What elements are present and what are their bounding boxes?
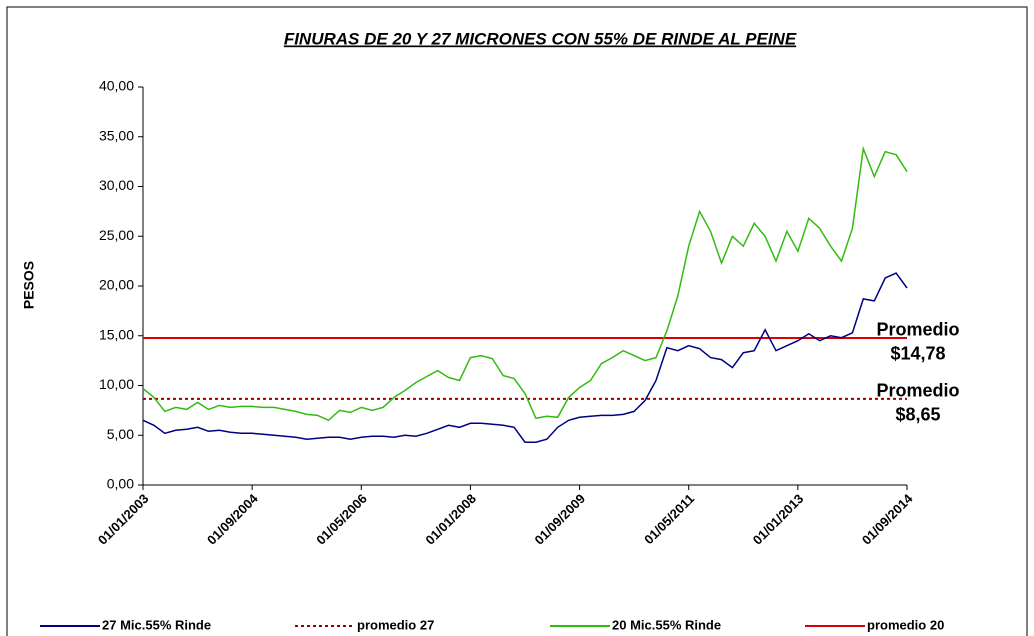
legend-label: promedio 27	[357, 617, 434, 632]
legend-label: promedio 20	[867, 617, 944, 632]
y-tick-label: 10,00	[99, 376, 134, 392]
y-tick-label: 30,00	[99, 177, 134, 193]
legend-label: 27 Mic.55% Rinde	[102, 617, 211, 632]
y-tick-label: 0,00	[107, 476, 134, 492]
series-line	[142, 145, 908, 422]
legend-label: 20 Mic.55% Rinde	[612, 617, 721, 632]
y-tick-label: 5,00	[107, 426, 134, 442]
annotation: Promedio	[876, 381, 959, 401]
annotation: Promedio	[876, 320, 959, 340]
y-tick-label: 20,00	[99, 277, 134, 293]
chart-title: FINURAS DE 20 Y 27 MICRONES CON 55% DE R…	[284, 29, 797, 48]
annotation: $14,78	[890, 344, 945, 364]
y-tick-label: 35,00	[99, 127, 134, 143]
y-tick-label: 40,00	[99, 78, 134, 94]
annotation: $8,65	[895, 405, 940, 425]
y-axis-label: PESOS	[21, 261, 37, 309]
chart-border	[6, 6, 1028, 636]
y-tick-label: 15,00	[99, 326, 134, 342]
y-tick-label: 25,00	[99, 227, 134, 243]
series-line	[142, 272, 908, 443]
